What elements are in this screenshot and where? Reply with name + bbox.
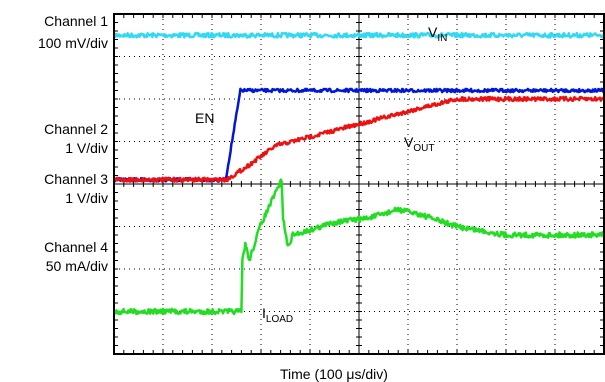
trace-iload <box>113 178 605 316</box>
channel-1-scale: 100 mV/div <box>37 35 108 51</box>
vin-label: VIN <box>428 24 447 44</box>
en-label: EN <box>195 110 215 126</box>
channel-2-label: Channel 2 1 V/div <box>0 120 108 157</box>
channel-1-name: Channel 1 <box>44 13 108 29</box>
vin-label-main: V <box>428 24 438 40</box>
channel-2-name: Channel 2 <box>44 121 108 137</box>
plot-traces <box>112 31 605 316</box>
channel-1-label: Channel 1 100 mV/div <box>0 12 108 52</box>
plot-grid <box>113 13 605 355</box>
channel-4-scale: 50 mA/div <box>45 258 108 274</box>
channel-3-label: Channel 3 1 V/div <box>0 170 108 207</box>
vin-label-sub: IN <box>437 32 448 44</box>
vout-label-main: V <box>404 134 414 150</box>
x-axis-label: Time (100 μs/div) <box>280 366 388 382</box>
vout-label-sub: OUT <box>413 142 435 154</box>
vout-label: VOUT <box>404 134 434 154</box>
plot-border <box>113 13 605 355</box>
iload-label-sub: LOAD <box>265 313 294 325</box>
trace-vout <box>112 95 605 183</box>
channel-3-scale: 1 V/div <box>65 190 108 206</box>
oscilloscope-plot <box>112 13 605 355</box>
trace-vin <box>112 31 605 39</box>
channel-4-label: Channel 4 50 mA/div <box>0 238 108 275</box>
channel-4-name: Channel 4 <box>44 239 108 255</box>
channel-2-scale: 1 V/div <box>65 140 108 156</box>
channel-3-name: Channel 3 <box>44 171 108 187</box>
iload-label-main: I <box>262 305 266 321</box>
iload-label: ILOAD <box>262 305 293 325</box>
